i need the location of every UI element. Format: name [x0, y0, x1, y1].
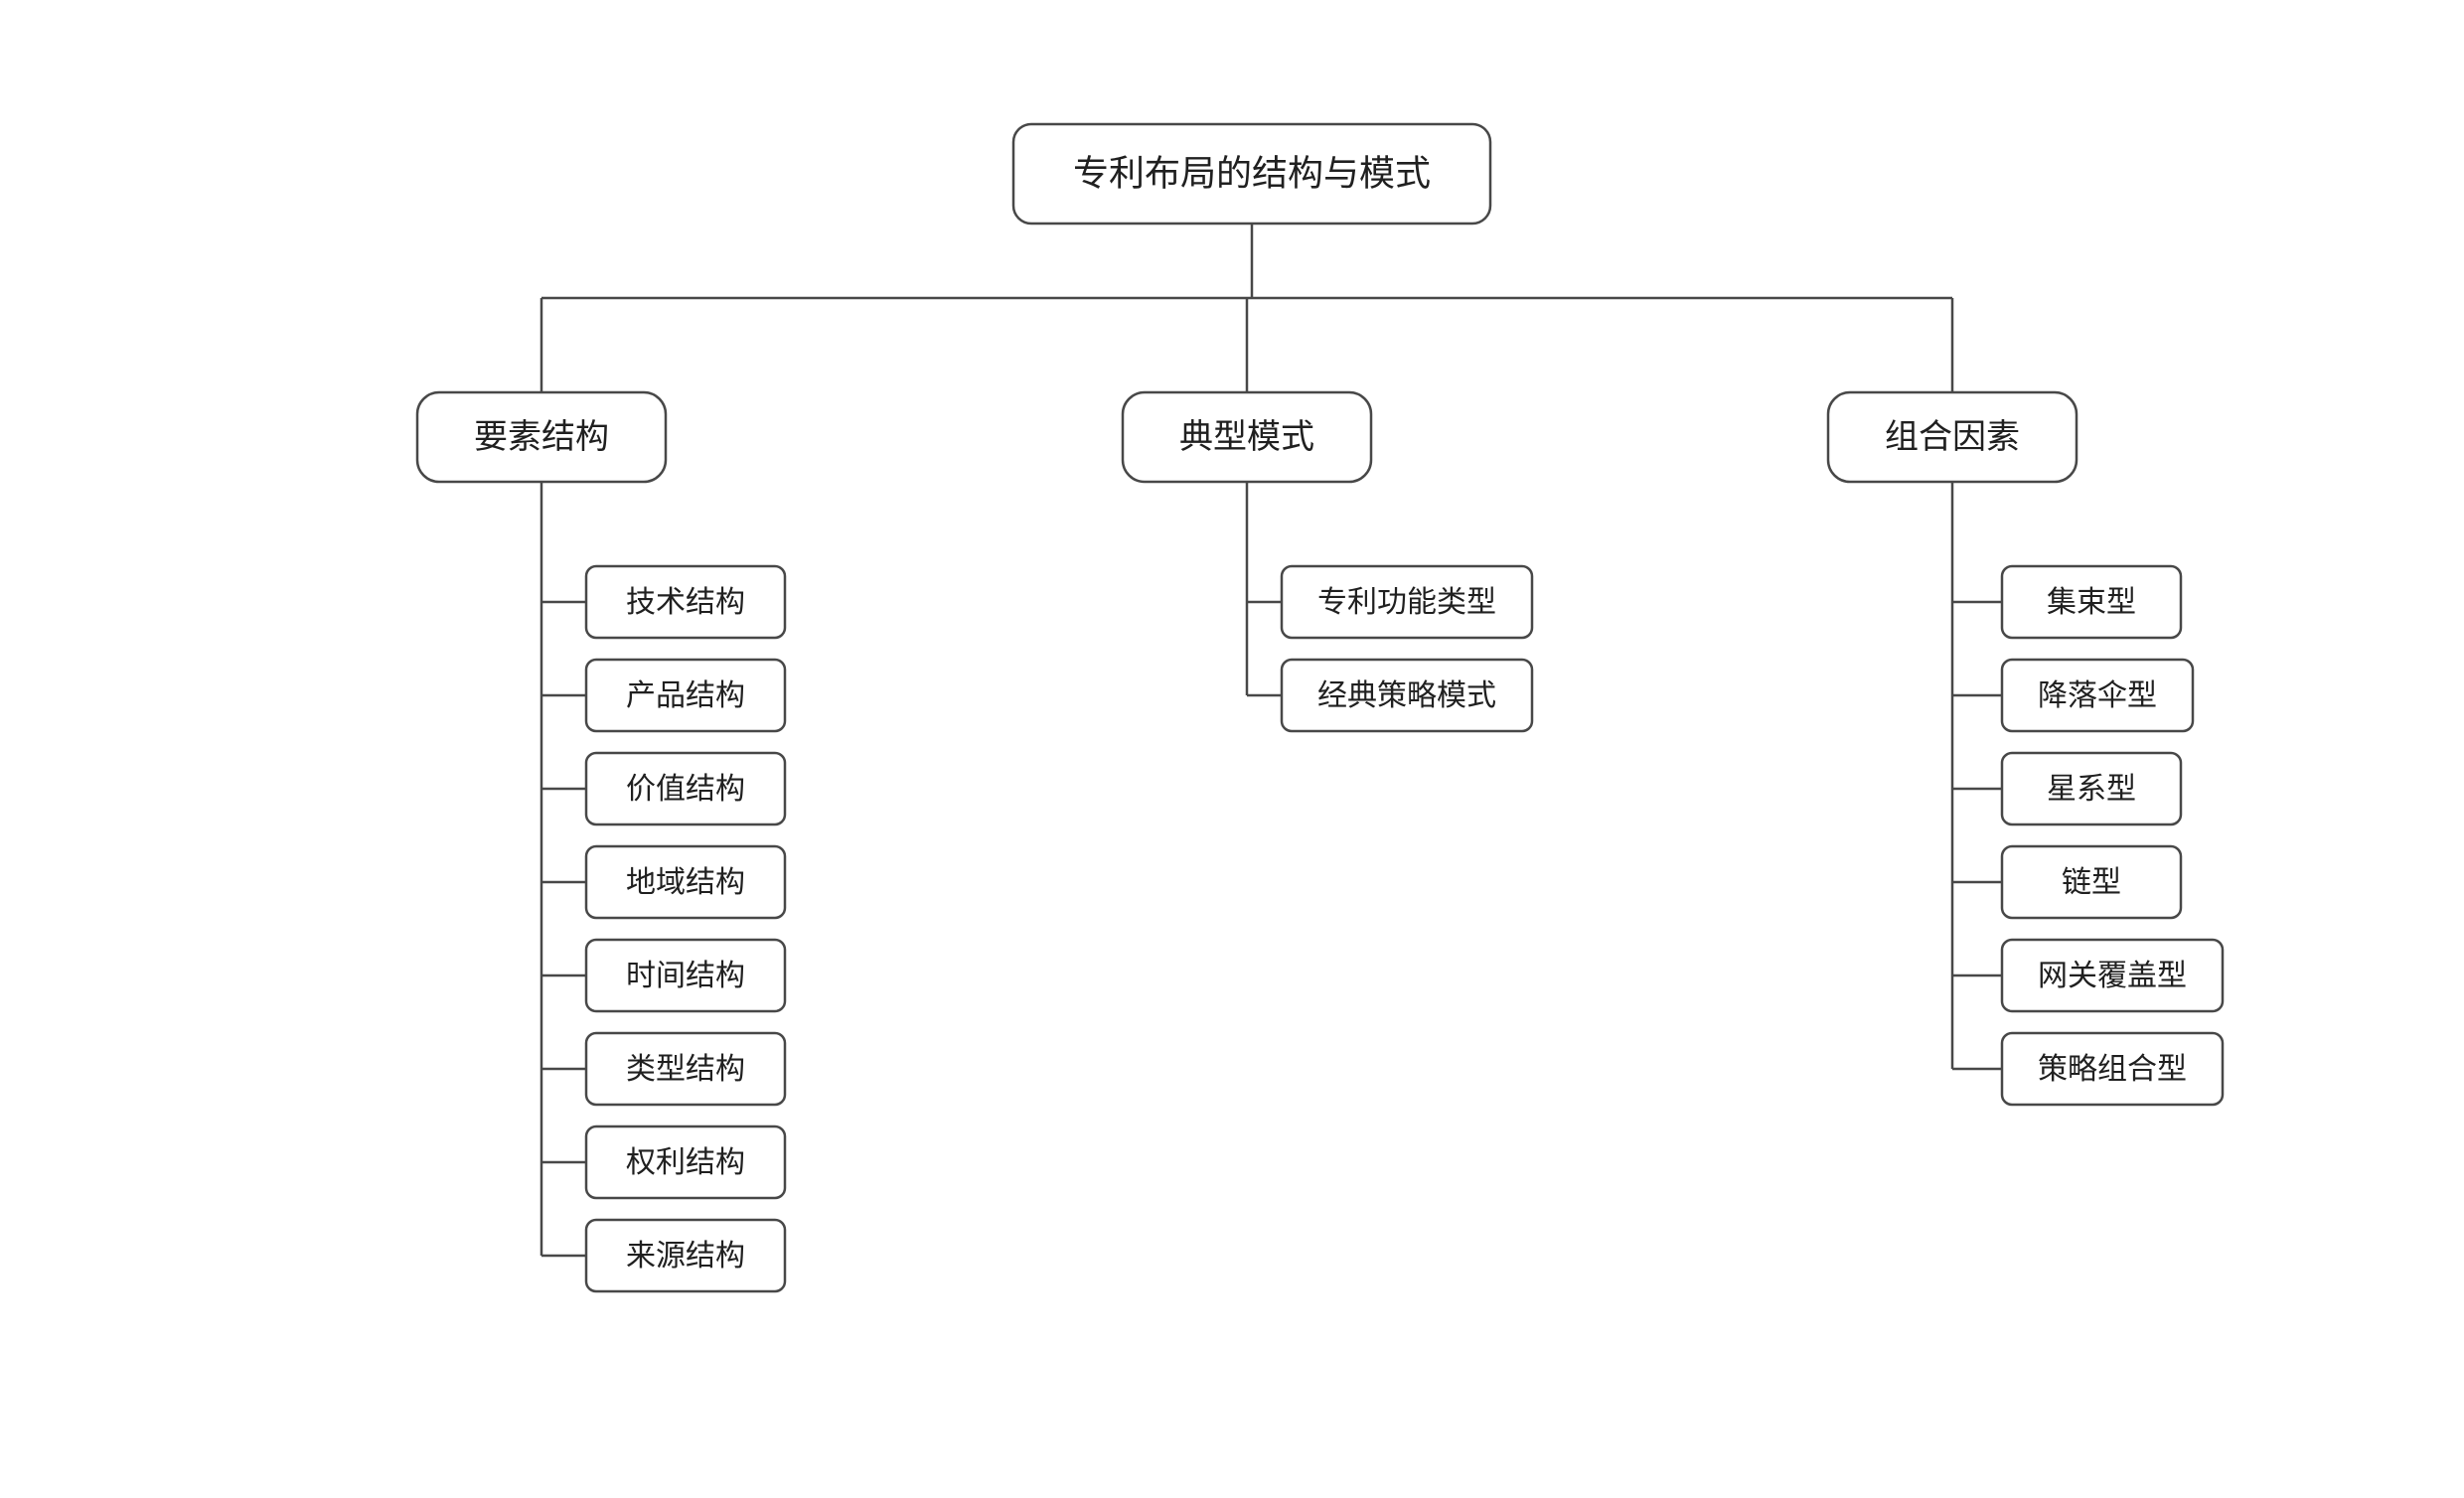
leaf-label: 权利结构 [626, 1146, 745, 1179]
leaf-label: 地域结构 [626, 866, 745, 899]
branch-label: 典型模式 [1179, 418, 1314, 456]
leaf-label: 产品结构 [626, 679, 745, 712]
leaf-label: 经典策略模式 [1317, 679, 1496, 712]
leaf-label: 时间结构 [626, 960, 745, 992]
leaf-label: 来源结构 [626, 1240, 745, 1273]
leaf-node: 类型结构 [586, 1033, 785, 1105]
leaf-node: 集束型 [2002, 566, 2181, 638]
leaf-node: 经典策略模式 [1282, 660, 1532, 731]
leaf-label: 集束型 [2047, 586, 2136, 619]
leaf-label: 类型结构 [626, 1053, 745, 1086]
leaf-node: 价值结构 [586, 753, 785, 824]
branch-label: 组合因素 [1885, 418, 2020, 456]
leaf-node: 策略组合型 [2002, 1033, 2223, 1105]
branch-node-b1: 要素结构 [417, 392, 666, 482]
root-label: 专利布局的结构与模式 [1073, 153, 1431, 194]
leaf-label: 降落伞型 [2038, 679, 2157, 712]
branch-label: 要素结构 [474, 418, 609, 456]
leaf-node: 权利结构 [586, 1126, 785, 1198]
leaf-node: 网关覆盖型 [2002, 940, 2223, 1011]
leaf-label: 策略组合型 [2038, 1053, 2187, 1086]
leaf-label: 技术结构 [626, 586, 745, 619]
leaf-node: 星系型 [2002, 753, 2181, 824]
leaf-node: 产品结构 [586, 660, 785, 731]
leaf-node: 来源结构 [586, 1220, 785, 1291]
leaf-label: 价值结构 [626, 773, 745, 806]
leaf-node: 降落伞型 [2002, 660, 2193, 731]
branch-node-b3: 组合因素 [1828, 392, 2077, 482]
leaf-node: 时间结构 [586, 940, 785, 1011]
branch-node-b2: 典型模式 [1123, 392, 1371, 482]
leaf-node: 地域结构 [586, 846, 785, 918]
leaf-node: 专利功能类型 [1282, 566, 1532, 638]
leaf-node: 技术结构 [586, 566, 785, 638]
leaf-label: 专利功能类型 [1317, 586, 1496, 619]
leaf-label: 链型 [2062, 866, 2121, 899]
leaf-node: 链型 [2002, 846, 2181, 918]
leaf-label: 星系型 [2047, 773, 2136, 806]
tree-diagram: 专利布局的结构与模式要素结构技术结构产品结构价值结构地域结构时间结构类型结构权利… [0, 0, 2464, 1498]
leaf-label: 网关覆盖型 [2038, 960, 2187, 992]
root-node: 专利布局的结构与模式 [1013, 124, 1490, 224]
